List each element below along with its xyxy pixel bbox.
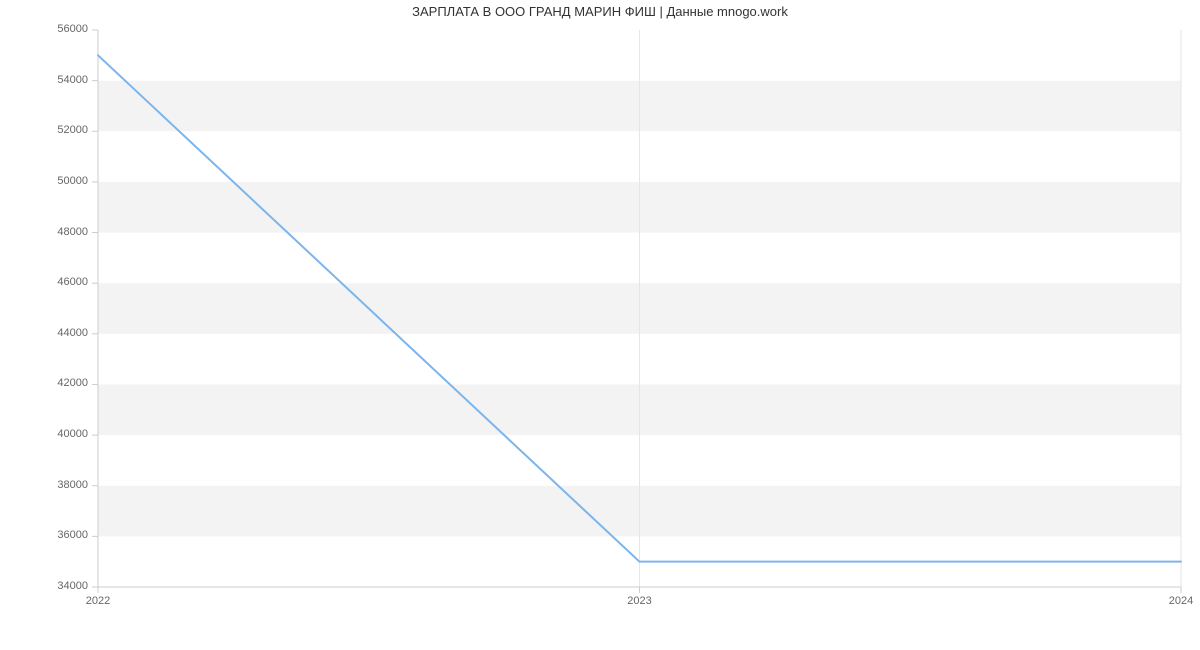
x-tick-label: 2024 xyxy=(1161,595,1200,607)
y-tick-label: 42000 xyxy=(38,377,88,389)
y-tick-label: 46000 xyxy=(38,276,88,288)
y-tick-label: 48000 xyxy=(38,226,88,238)
chart-title: ЗАРПЛАТА В ООО ГРАНД МАРИН ФИШ | Данные … xyxy=(0,4,1200,19)
y-tick-label: 56000 xyxy=(38,23,88,35)
plot-area xyxy=(98,30,1181,587)
y-tick-label: 36000 xyxy=(38,529,88,541)
y-tick-label: 40000 xyxy=(38,428,88,440)
y-tick-label: 50000 xyxy=(38,175,88,187)
y-tick-label: 34000 xyxy=(38,580,88,592)
chart-container: ЗАРПЛАТА В ООО ГРАНД МАРИН ФИШ | Данные … xyxy=(0,0,1200,650)
y-tick-label: 38000 xyxy=(38,479,88,491)
y-tick-label: 52000 xyxy=(38,124,88,136)
x-tick-label: 2023 xyxy=(620,595,660,607)
y-tick-label: 44000 xyxy=(38,327,88,339)
x-tick-label: 2022 xyxy=(78,595,118,607)
y-tick-label: 54000 xyxy=(38,74,88,86)
